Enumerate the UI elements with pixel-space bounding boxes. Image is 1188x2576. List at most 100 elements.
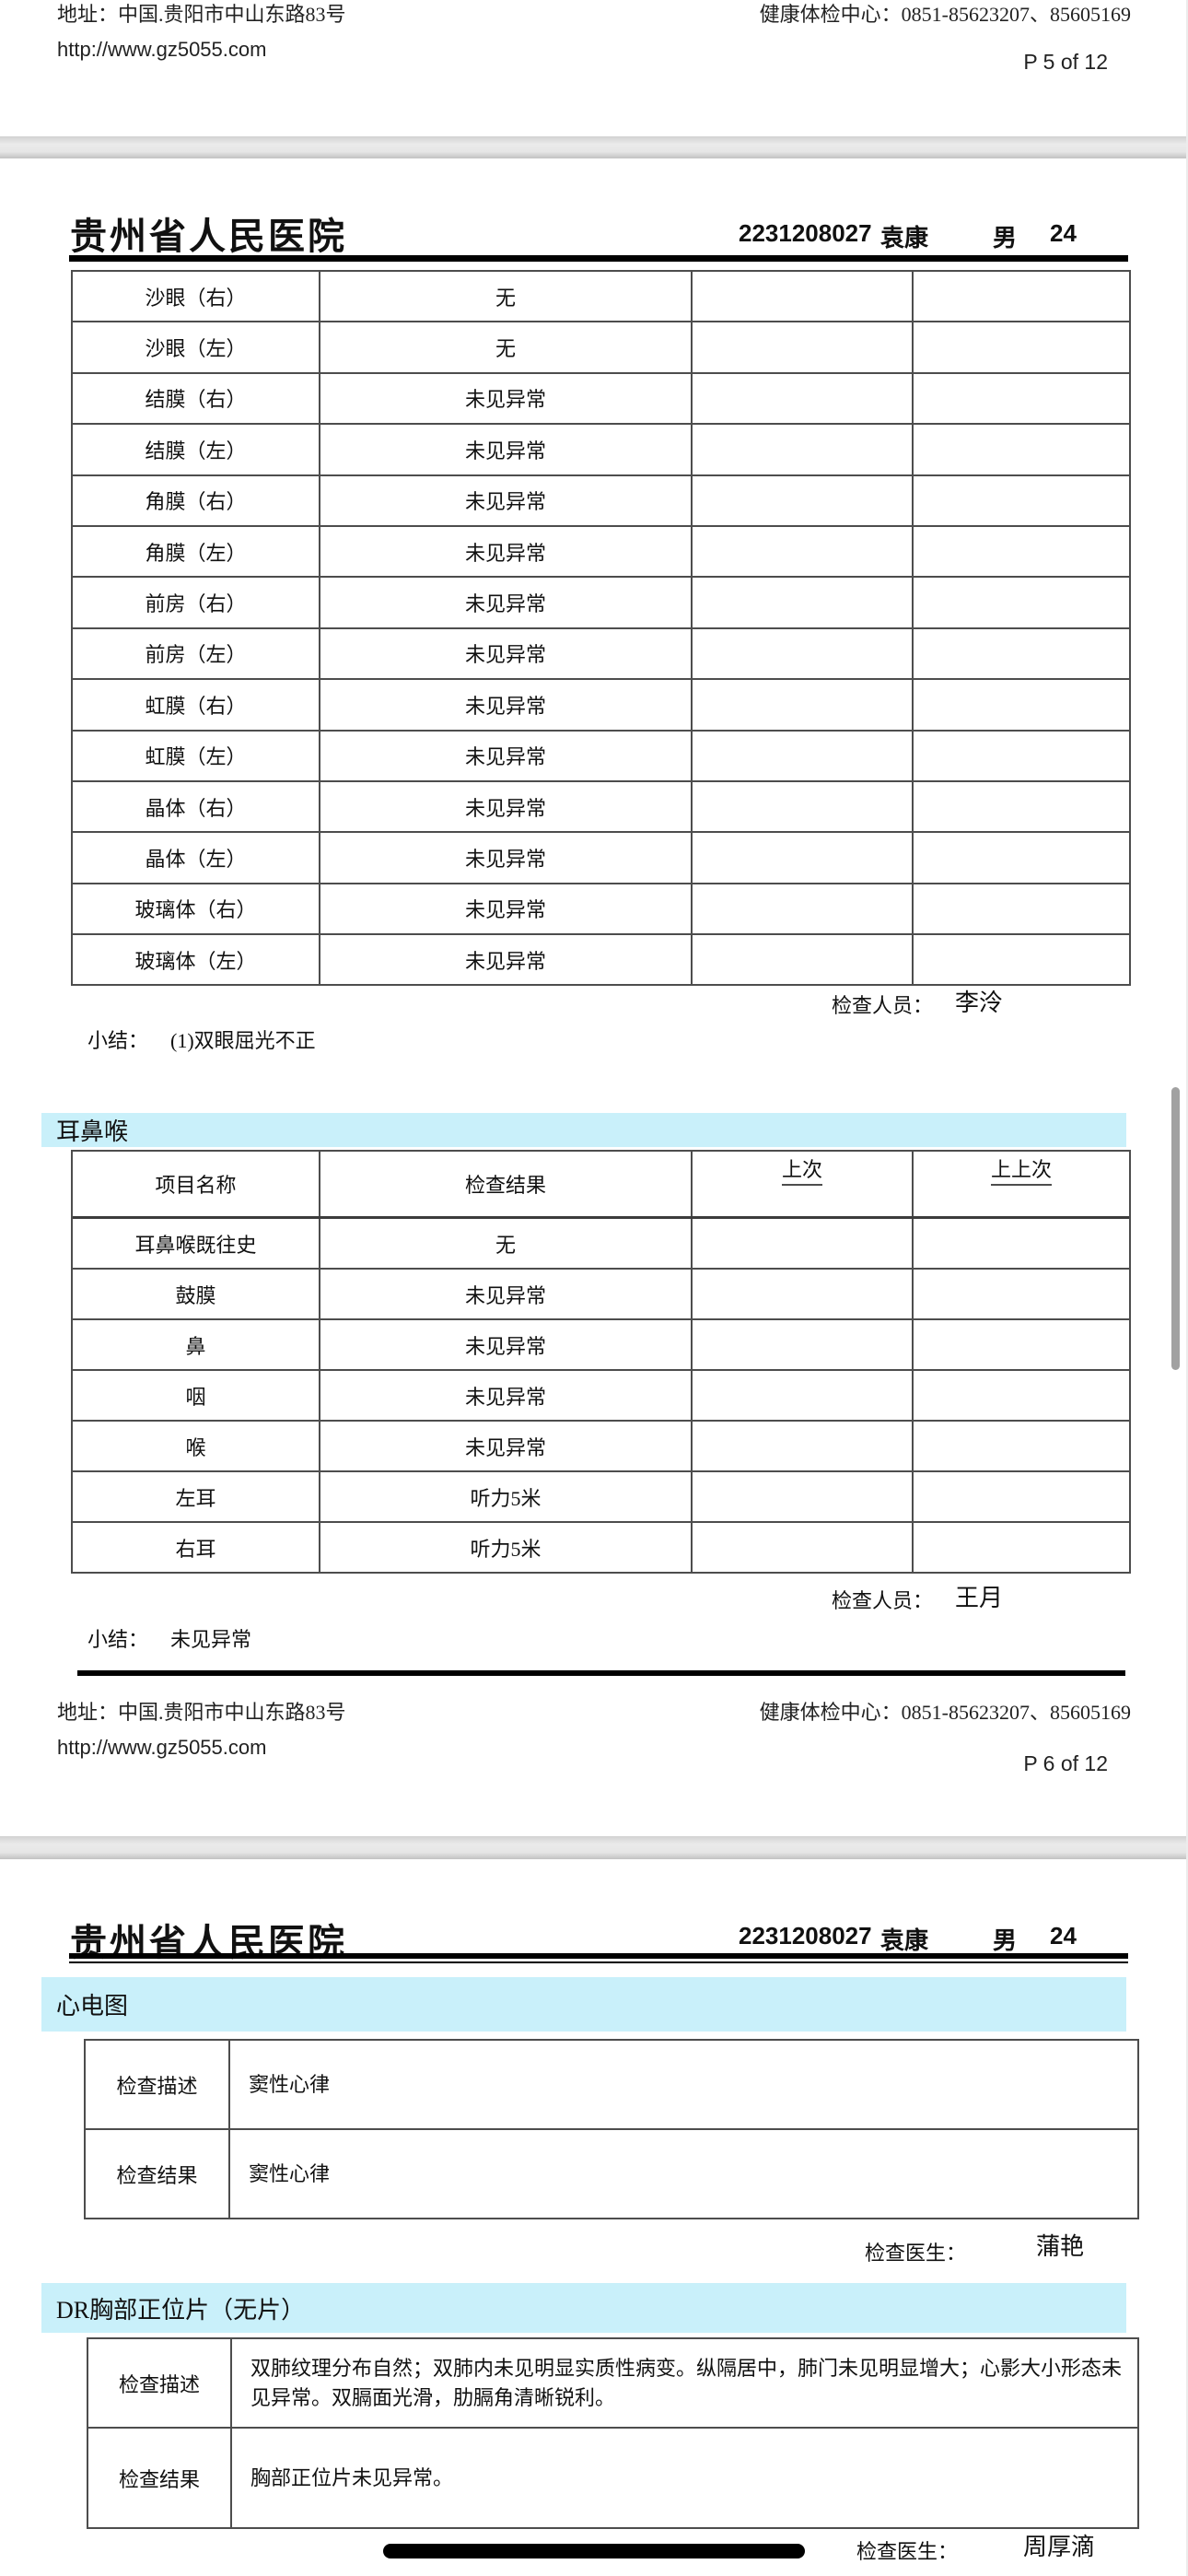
table-row: 检查描述 窦性心律 [86, 2041, 1137, 2128]
eye-exam-rows: 沙眼（右） 无 沙眼（左） 无 结膜（右） 未见异常 结膜（左） 未见异常 角膜… [73, 272, 1129, 985]
examiner-label-ent: 检查人员： [832, 1589, 934, 1612]
table-row: 玻璃体（右） 未见异常 [73, 882, 1129, 934]
result-cell: 未见异常 [319, 1371, 691, 1420]
last-cell [691, 884, 912, 934]
result-cell: 未见异常 [319, 680, 691, 730]
header-rule-p7 [69, 1953, 1128, 1959]
page-separator-1 [0, 136, 1188, 158]
last2-cell [912, 322, 1129, 372]
scrollbar-thumb[interactable] [1171, 1087, 1180, 1370]
last2-cell [912, 833, 1129, 883]
result-cell: 未见异常 [319, 833, 691, 883]
last2-cell [912, 475, 1129, 525]
table-row: 左耳 听力5米 [73, 1470, 1129, 1521]
page6-website: http://www.gz5055.com [57, 1736, 267, 1759]
table-row: 检查描述 双肺纹理分布自然；双肺内未见明显实质性病变。纵隔居中，肺门未见明显增大… [88, 2339, 1137, 2427]
ecg-section-title: 心电图 [56, 1993, 129, 2020]
item-cell: 前房（右） [145, 592, 247, 616]
last2-cell [912, 1320, 1129, 1369]
table-row: 虹膜（左） 未见异常 [73, 729, 1129, 780]
result-cell: 未见异常 [319, 935, 691, 985]
table-row: 前房（右） 未见异常 [73, 576, 1129, 627]
page5-page-number: P 5 of 12 [1023, 50, 1108, 74]
item-cell: 虹膜（左） [145, 745, 247, 769]
value-cell: 窦性心律 [249, 2161, 331, 2185]
result-cell: 未见异常 [319, 526, 691, 577]
patient-name-p7: 袁康 [880, 1926, 929, 1954]
last-cell [691, 1472, 912, 1521]
item-cell: 虹膜（右） [145, 694, 247, 718]
last2-cell [912, 1523, 1129, 1572]
last2-cell [912, 884, 1129, 934]
last-cell [691, 322, 912, 372]
last2-cell [912, 526, 1129, 577]
screen-edge-shadow [1186, 0, 1188, 2576]
home-indicator[interactable] [383, 2544, 805, 2558]
last-cell [691, 475, 912, 525]
examiner-name-eye: 李泠 [955, 989, 1004, 1016]
table-row: 沙眼（右） 无 [73, 272, 1129, 322]
last2-cell [912, 935, 1129, 985]
page-separator-2 [0, 1836, 1188, 1859]
header-last: 上次 [781, 1152, 822, 1186]
last2-cell [912, 781, 1129, 832]
item-cell: 沙眼（左） [145, 337, 247, 361]
item-cell: 结膜（右） [145, 388, 247, 412]
table-row: 鼻 未见异常 [73, 1318, 1129, 1369]
result-cell: 未见异常 [319, 1320, 691, 1369]
item-cell: 玻璃体（左） [134, 949, 257, 973]
ecg-rows: 检查描述 窦性心律 检查结果 窦性心律 [86, 2041, 1137, 2218]
doctor-label-dr: 检查医生： [856, 2540, 959, 2563]
last-cell [691, 833, 912, 883]
result-cell: 未见异常 [319, 884, 691, 934]
last-cell [691, 1270, 912, 1318]
page5-website: http://www.gz5055.com [57, 38, 267, 61]
last2-cell [912, 373, 1129, 424]
last-cell [691, 680, 912, 730]
item-cell: 耳鼻喉既往史 [134, 1233, 257, 1257]
last2-cell [912, 680, 1129, 730]
last2-cell [912, 1371, 1129, 1420]
result-cell: 未见异常 [319, 731, 691, 780]
summary-label-eye: 小结： [87, 1029, 149, 1052]
header-rule-p6 [69, 255, 1128, 262]
ent-table-header: 项目名称 检查结果 上次 上上次 [73, 1152, 1129, 1219]
item-cell: 咽 [185, 1385, 206, 1409]
header-last-col: 上次 [691, 1152, 912, 1216]
ecg-section-band: 心电图 [41, 1977, 1126, 2032]
result-cell: 无 [319, 1219, 691, 1268]
item-cell: 角膜（左） [145, 541, 247, 565]
item-cell: 左耳 [175, 1486, 216, 1510]
item-cell: 结膜（左） [145, 439, 247, 463]
last-cell [691, 1320, 912, 1369]
last-cell [691, 781, 912, 832]
dr-section-band: DR胸部正位片（无片） [41, 2283, 1126, 2333]
ent-rows: 耳鼻喉既往史 无 鼓膜 未见异常 鼻 未见异常 咽 未见异常 喉 未见异常 左耳 [73, 1219, 1129, 1572]
table-row: 检查结果 胸部正位片未见异常。 [88, 2427, 1137, 2527]
result-cell: 无 [319, 322, 691, 372]
last2-cell [912, 578, 1129, 627]
result-cell: 未见异常 [319, 425, 691, 474]
examiner-label-eye: 检查人员： [832, 994, 934, 1017]
item-cell: 前房（左） [145, 643, 247, 667]
last2-cell [912, 272, 1129, 322]
item-cell: 玻璃体（右） [134, 898, 257, 922]
last-cell [691, 373, 912, 424]
page6-address: 地址：中国.贵阳市中山东路83号 [57, 1701, 346, 1724]
last-cell [691, 272, 912, 322]
table-row: 角膜（右） 未见异常 [73, 474, 1129, 525]
label-cell: 检查描述 [86, 2041, 230, 2128]
patient-id-p7: 2231208027 [739, 1922, 872, 1950]
result-cell: 未见异常 [319, 1422, 691, 1470]
label-cell: 检查描述 [88, 2339, 232, 2427]
page5-phone: 健康体检中心：0851-85623207、85605169 [759, 3, 1131, 26]
table-row: 结膜（右） 未见异常 [73, 371, 1129, 424]
patient-id-p6: 2231208027 [739, 219, 872, 247]
table-row: 玻璃体（左） 未见异常 [73, 933, 1129, 985]
summary-label-ent: 小结： [87, 1628, 149, 1651]
table-row: 耳鼻喉既往史 无 [73, 1219, 1129, 1268]
last2-cell [912, 1422, 1129, 1470]
patient-gender-p7: 男 [993, 1926, 1018, 1954]
page6-page-number: P 6 of 12 [1023, 1751, 1108, 1775]
